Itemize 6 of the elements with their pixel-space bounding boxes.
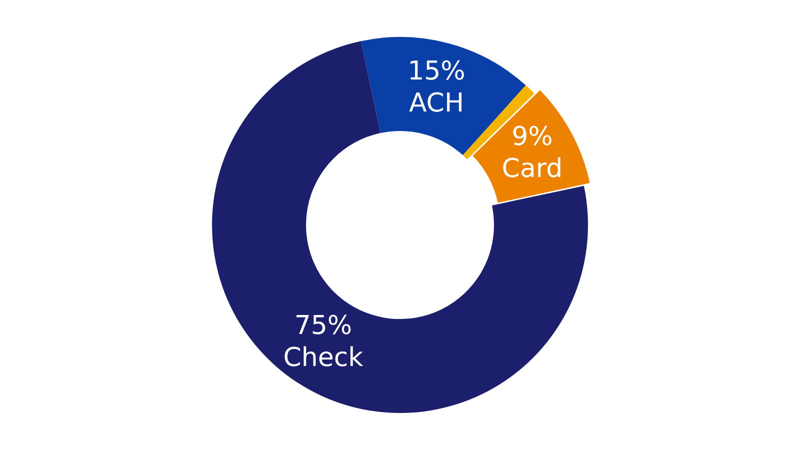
data-label: 9% [512, 122, 553, 152]
data-label: 15% [408, 56, 466, 87]
slice-label: Card [502, 154, 563, 184]
slice-label: Check [283, 343, 364, 374]
data-label: 75% [294, 311, 352, 342]
slice-label: ACH [408, 88, 464, 119]
